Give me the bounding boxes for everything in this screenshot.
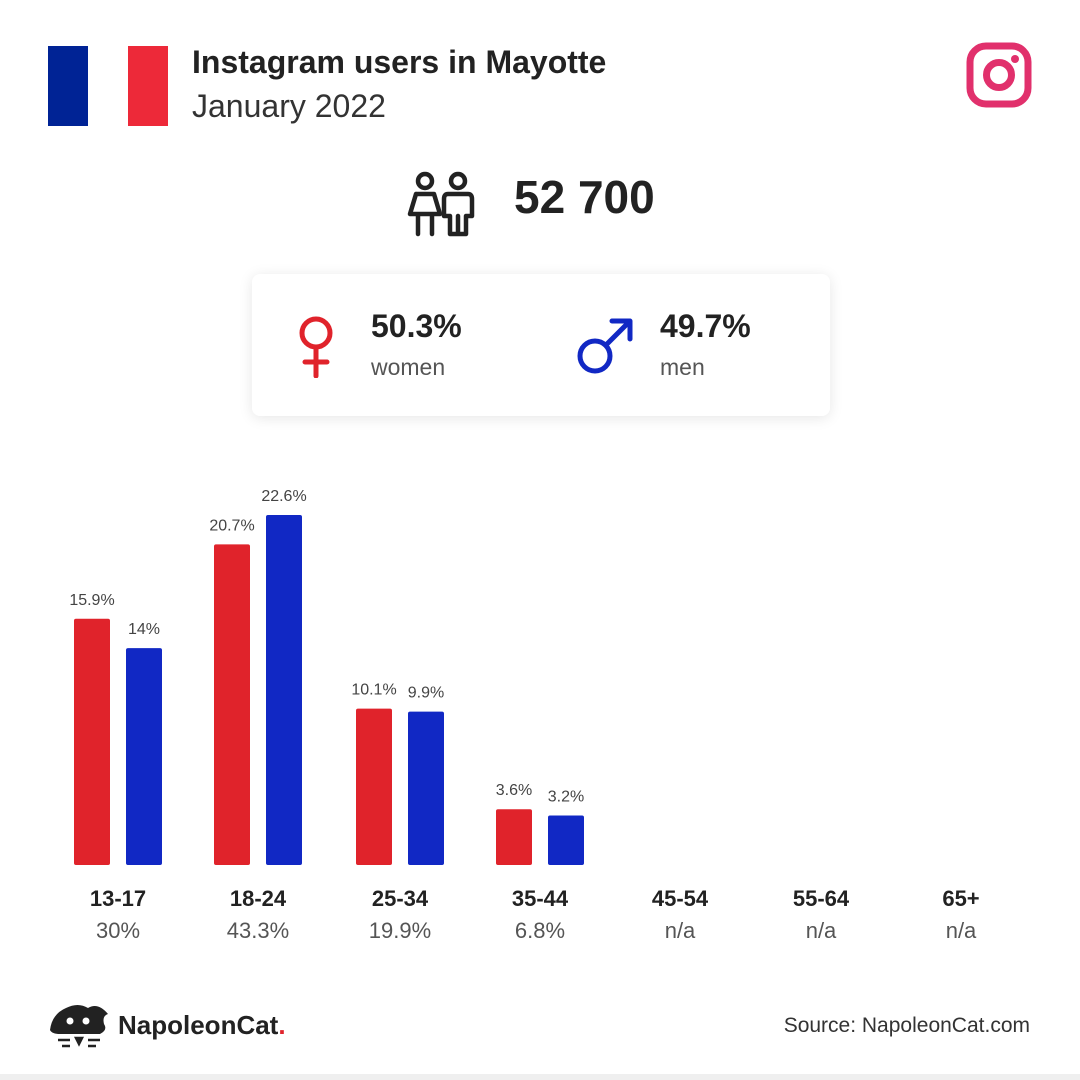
category-total-13-17: 30% xyxy=(96,918,140,943)
footer-strip xyxy=(0,1074,1080,1080)
category-label-35-44: 35-44 xyxy=(512,886,569,911)
page-title: Instagram users in Mayotte xyxy=(192,44,607,80)
brand-name: NapoleonCat. xyxy=(118,1010,286,1041)
gender-split-card: 50.3% women 49.7% men xyxy=(252,274,830,416)
category-total-65+: n/a xyxy=(946,918,977,943)
chart-canvas: 15.9% 14% 13-17 30% 20.7% 22.6% 18-24 43.3% 10.1… xyxy=(69,488,979,943)
women-percent: 50.3% xyxy=(371,308,462,344)
bar-men-18-24 xyxy=(266,515,302,865)
source-text: Source: NapoleonCat.com xyxy=(783,1014,1030,1037)
category-label-18-24: 18-24 xyxy=(230,886,287,911)
mars-icon xyxy=(577,318,633,374)
bar-value-label-men-13-17: 14% xyxy=(128,621,160,638)
category-label-13-17: 13-17 xyxy=(90,886,146,911)
men-label: men xyxy=(660,354,705,380)
bar-men-35-44 xyxy=(548,815,584,865)
flag-stripe-blue xyxy=(48,46,88,126)
bar-women-18-24 xyxy=(214,544,250,865)
brand-dot: . xyxy=(278,1010,286,1040)
category-total-55-64: n/a xyxy=(806,918,837,943)
category-total-18-24: 43.3% xyxy=(227,918,289,943)
age-gender-bar-chart: 15.9% 14% 13-17 30% 20.7% 22.6% 18-24 43.3% 10.1… xyxy=(0,470,1080,960)
category-label-45-54: 45-54 xyxy=(652,886,709,911)
bar-value-label-women-35-44: 3.6% xyxy=(496,782,532,799)
category-total-25-34: 19.9% xyxy=(369,918,431,943)
people-icon xyxy=(407,171,475,237)
flag-stripe-red xyxy=(128,46,168,126)
category-total-35-44: 6.8% xyxy=(515,918,565,943)
bar-men-13-17 xyxy=(126,648,162,865)
napoleoncat-logo-icon xyxy=(50,1005,108,1048)
men-percent: 49.7% xyxy=(660,308,751,344)
venus-icon xyxy=(299,316,333,378)
brand-name-text: NapoleonCat xyxy=(118,1010,279,1040)
women-label: women xyxy=(371,354,446,380)
bar-value-label-men-25-34: 9.9% xyxy=(408,685,444,702)
category-label-65+: 65+ xyxy=(942,886,979,911)
france-flag-icon xyxy=(48,46,168,126)
bar-value-label-men-35-44: 3.2% xyxy=(548,788,584,805)
bar-men-25-34 xyxy=(408,711,444,865)
category-total-45-54: n/a xyxy=(665,918,696,943)
instagram-icon xyxy=(966,42,1032,108)
bar-women-35-44 xyxy=(496,809,532,865)
bar-women-25-34 xyxy=(356,708,392,865)
bar-women-13-17 xyxy=(74,618,110,865)
page-subtitle: January 2022 xyxy=(192,88,386,124)
flag-stripe-white xyxy=(88,46,128,126)
bar-value-label-women-25-34: 10.1% xyxy=(351,682,396,699)
category-label-25-34: 25-34 xyxy=(372,886,429,911)
bar-value-label-women-18-24: 20.7% xyxy=(209,517,254,534)
bar-value-label-women-13-17: 15.9% xyxy=(69,592,114,609)
total-users-value: 52 700 xyxy=(514,171,655,223)
category-label-55-64: 55-64 xyxy=(793,886,850,911)
bar-value-label-men-18-24: 22.6% xyxy=(261,488,306,505)
